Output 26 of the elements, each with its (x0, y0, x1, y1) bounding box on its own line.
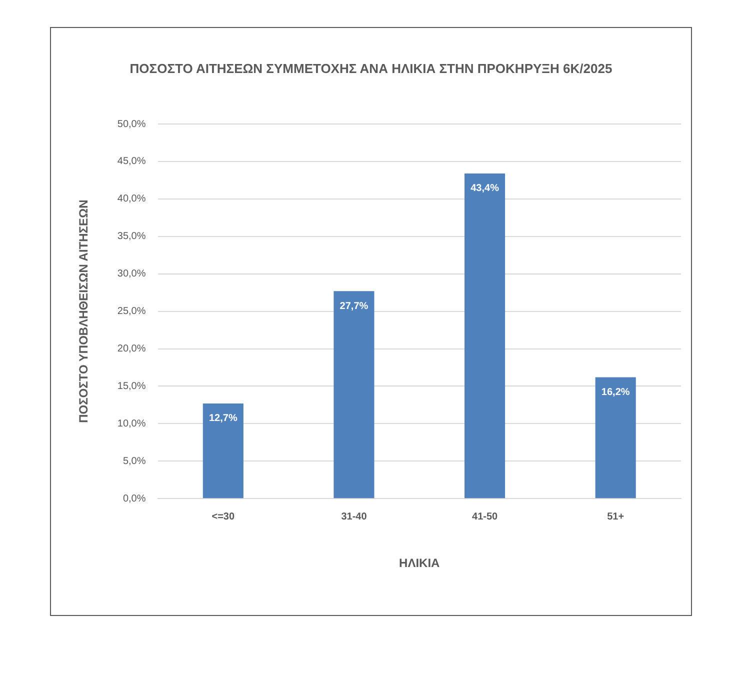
data-label: 27,7% (340, 300, 368, 312)
y-tick-label: 50,0% (117, 118, 146, 130)
data-label: 43,4% (470, 183, 500, 194)
y-tick-label: 40,0% (117, 194, 146, 205)
bar (464, 173, 506, 498)
y-tick-label: 0,0% (122, 493, 146, 504)
bar (334, 291, 374, 498)
data-label: 12,7% (208, 413, 238, 424)
data-label: 16,2% (601, 386, 630, 398)
x-axis-title: ΗΛΙΚΙΑ (399, 556, 440, 570)
x-tick-label: <=30 (212, 511, 235, 522)
bar (595, 377, 636, 498)
x-tick-label: 31-40 (341, 511, 368, 522)
y-tick-label: 5,0% (122, 456, 146, 467)
y-tick-label: 45,0% (117, 156, 146, 168)
y-tick-label: 20,0% (117, 344, 146, 355)
chart-title: ΠΟΣΟΣΤΟ ΑΙΤΗΣΕΩΝ ΣΥΜΜΕΤΟΧΗΣ ΑΝΑ ΗΛΙΚΙΑ ΣΤΗΝ ΠΡΟΚΗΡΥΞΗ 6Κ/2025 (128, 60, 614, 78)
y-tick-label: 10,0% (117, 418, 146, 430)
x-tick-label: 51+ (607, 511, 624, 522)
y-axis-title: ΠΟΣΟΣΤΟ ΥΠΟΒΛΗΘΕΙΣΩΝ ΑΙΤΗΣΕΩΝ (76, 200, 91, 423)
y-tick-label: 15,0% (117, 380, 146, 392)
bar (202, 403, 244, 498)
y-tick-label: 30,0% (117, 268, 146, 280)
y-tick-label: 25,0% (117, 306, 146, 318)
y-tick-label: 35,0% (117, 231, 146, 242)
x-tick-label: 41-50 (472, 511, 498, 522)
